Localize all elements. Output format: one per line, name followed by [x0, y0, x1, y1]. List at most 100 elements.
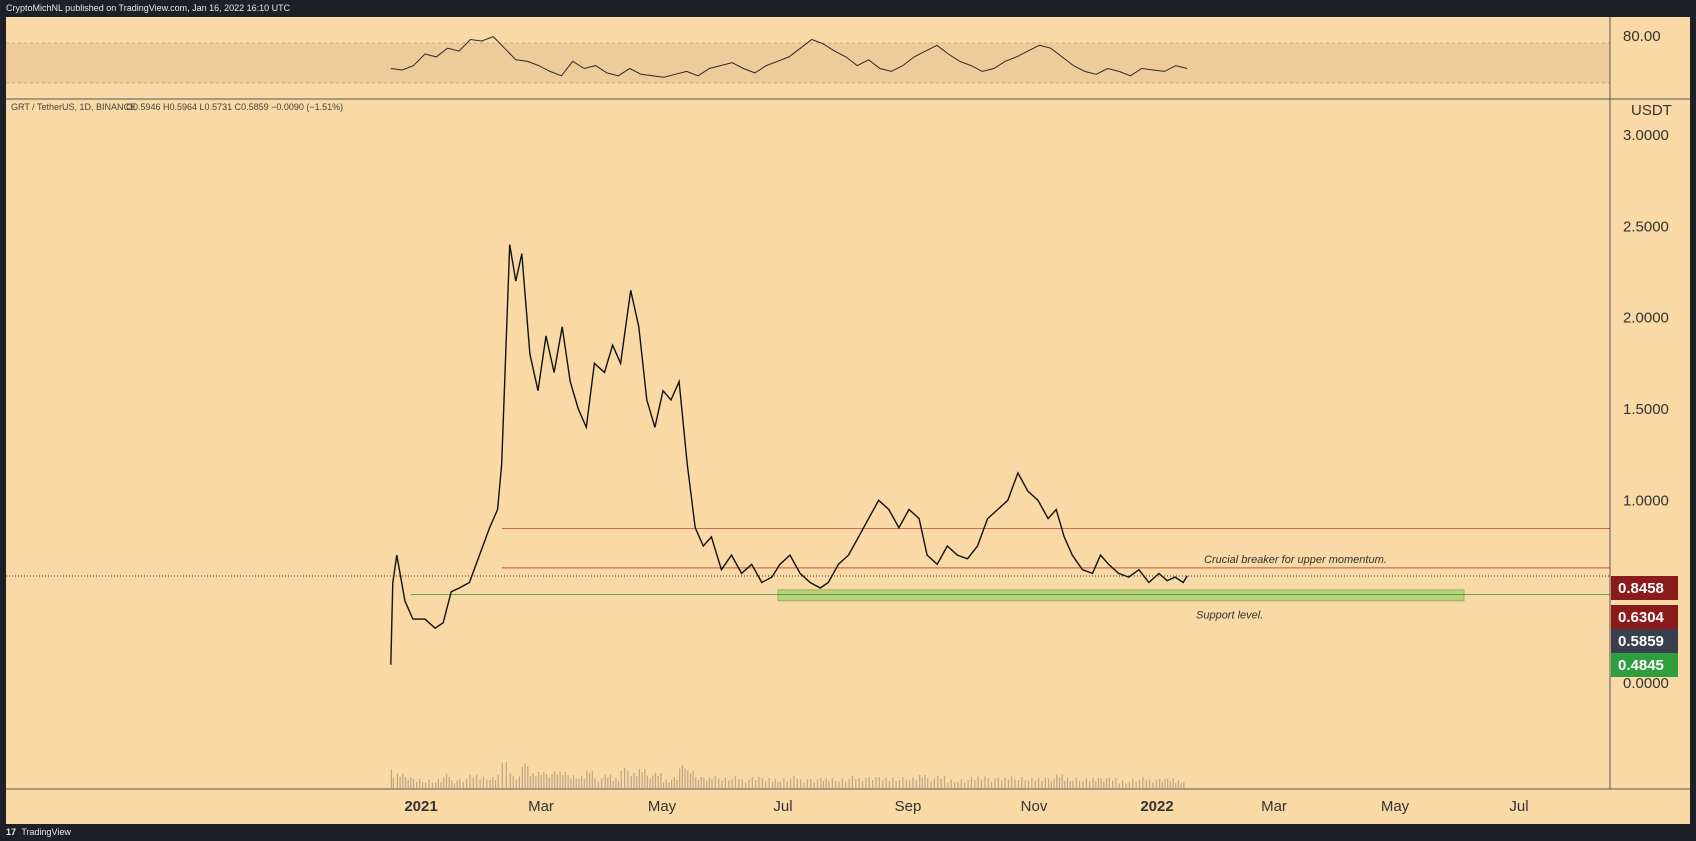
volume-bar [783, 778, 785, 788]
volume-bar [841, 778, 843, 788]
volume-bar [462, 782, 464, 788]
volume-bar [927, 778, 929, 788]
volume-bar [620, 771, 622, 788]
annotation-crucial-breaker[interactable]: Crucial breaker for upper momentum. [1204, 554, 1387, 566]
volume-bar [1038, 778, 1040, 788]
time-tick-label: May [1381, 798, 1410, 815]
volume-bar [987, 778, 989, 788]
volume-bar [390, 769, 392, 788]
volume-bar [919, 775, 921, 788]
volume-bar [806, 779, 808, 788]
volume-bar [482, 776, 484, 788]
volume-bar [1177, 780, 1179, 788]
volume-bar [1159, 778, 1161, 788]
volume-bar [765, 781, 767, 788]
volume-bar [649, 778, 651, 788]
volume-bar [1122, 780, 1124, 788]
volume-bar [581, 776, 583, 788]
volume-bar [443, 776, 445, 788]
volume-bar [476, 774, 478, 788]
volume-bar [957, 782, 959, 788]
volume-bar [1152, 782, 1154, 788]
volume-bar [1155, 779, 1157, 788]
volume-bar [898, 780, 901, 788]
volume-bar [518, 776, 520, 788]
price-axis-currency: USDT [1631, 102, 1672, 119]
tradingview-footer: 17 TradingView [0, 824, 1696, 841]
volume-bar [601, 778, 603, 788]
volume-bar [902, 777, 904, 788]
volume-bar [768, 778, 770, 788]
volume-bar [924, 775, 926, 788]
annotation-support-level[interactable]: Support level. [1196, 609, 1263, 621]
volume-bar [612, 781, 614, 788]
volume-bar [796, 779, 798, 788]
volume-bar [845, 781, 847, 788]
volume-bar [564, 772, 566, 788]
volume-bar [679, 768, 681, 788]
volume-bar [1097, 778, 1100, 788]
volume-bar [440, 782, 442, 788]
volume-bar [1001, 780, 1003, 788]
volume-bar [777, 781, 779, 788]
volume-bar [589, 773, 591, 788]
volume-bar [684, 768, 686, 788]
tradingview-brand: TradingView [21, 827, 71, 837]
volume-bar [399, 776, 401, 788]
volume-bar [515, 779, 517, 788]
volume-bar [997, 777, 999, 788]
volume-bar [425, 782, 427, 788]
volume-bar [1108, 777, 1110, 788]
volume-bar [562, 775, 564, 788]
volume-bar [875, 777, 877, 788]
volume-bar [583, 779, 585, 788]
volume-bar [615, 778, 617, 788]
time-tick-label: Jul [1509, 798, 1528, 815]
volume-bar [456, 780, 458, 788]
volume-bar [1135, 781, 1137, 788]
volume-bar [404, 777, 407, 788]
volume-bar [1044, 778, 1046, 788]
volume-bar [803, 782, 805, 788]
volume-bar [1031, 777, 1033, 788]
volume-bar [851, 776, 853, 788]
volume-bar [714, 775, 716, 788]
time-tick-label: Nov [1021, 798, 1048, 815]
volume-bar [437, 779, 439, 788]
volume-bar [396, 773, 398, 788]
volume-bar [472, 777, 474, 788]
volume-bar [905, 780, 907, 788]
volume-bar [652, 775, 654, 788]
volume-bar [1180, 783, 1182, 788]
volume-bar [479, 779, 481, 788]
volume-bar [692, 770, 694, 788]
volume-bar [494, 780, 497, 788]
frame-left [0, 17, 6, 824]
volume-bar [551, 774, 553, 788]
volume-bar [554, 771, 556, 788]
volume-bar [865, 778, 867, 788]
volume-bar [636, 776, 638, 788]
volume-bar [888, 781, 890, 788]
volume-bar [529, 776, 532, 788]
volume-bar [991, 781, 993, 788]
volume-bar [721, 780, 723, 788]
volume-bar [813, 782, 815, 788]
oscillator-band [6, 43, 1610, 83]
time-tick-label: Jul [773, 798, 792, 815]
volume-bar [1118, 783, 1120, 788]
tradingview-logo-icon: 17 [6, 827, 17, 837]
volume-bar [984, 776, 986, 788]
volume-bar [878, 777, 880, 788]
volume-bar [548, 777, 550, 788]
volume-bar [816, 779, 819, 788]
volume-bar [825, 778, 827, 788]
support-zone[interactable] [777, 589, 1465, 602]
volume-bar [1092, 778, 1094, 788]
price-chart[interactable]: 80.00 USDT 3.0000 2.5000 2.0000 1.5000 1.000… [6, 17, 1690, 824]
time-tick-label: Mar [1261, 798, 1287, 815]
volume-bar [861, 781, 864, 788]
volume-bar [689, 773, 692, 788]
volume-bar [700, 777, 702, 788]
volume-bar [617, 781, 620, 788]
